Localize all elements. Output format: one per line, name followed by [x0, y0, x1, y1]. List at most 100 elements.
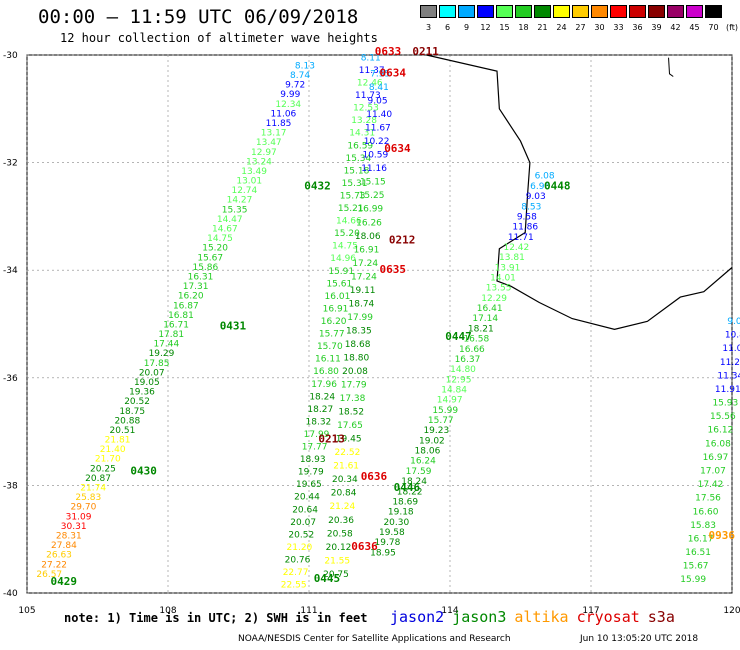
- swh-value: 8.13: [295, 61, 315, 71]
- legend-swatch-label: 27: [575, 23, 586, 32]
- swh-value: 7.95: [370, 70, 390, 80]
- swh-value: 13.28: [351, 116, 377, 126]
- swh-value: 15.73: [340, 191, 366, 201]
- swh-value: 18.06: [415, 447, 441, 457]
- legend-swatch: [648, 5, 665, 18]
- lon-tick-label: 111: [300, 606, 317, 616]
- swh-value: 16.91: [323, 304, 349, 314]
- swh-value: 17.56: [695, 494, 721, 504]
- swh-value: 17.42: [698, 480, 724, 490]
- swh-value: 15.93: [712, 399, 738, 409]
- swh-value: 14.27: [227, 196, 253, 206]
- swh-value: 19.36: [129, 388, 155, 398]
- pass-time-label: 0432: [304, 180, 331, 193]
- swh-value: 15.15: [360, 178, 386, 188]
- swh-value: 14.96: [330, 254, 356, 264]
- swh-value: 15.56: [710, 412, 736, 422]
- pass-time-label: 0936: [709, 529, 736, 542]
- swh-value: 18.95: [370, 548, 396, 558]
- legend-swatch: [534, 5, 551, 18]
- swh-value: 22.77: [283, 568, 309, 578]
- legend-unit: (ft): [725, 23, 739, 32]
- lat-tick-label: -38: [3, 481, 18, 491]
- swh-value: 20.12: [326, 543, 352, 553]
- swh-value: 9.99: [280, 90, 300, 100]
- swh-value: 20.52: [124, 397, 150, 407]
- legend-swatch: [572, 5, 589, 18]
- swh-value: 15.83: [690, 521, 716, 531]
- swh-value: 11.71: [508, 233, 534, 243]
- swh-value: 11.24: [720, 358, 740, 368]
- note-text: note: 1) Time is in UTC; 2) SWH is in fe…: [64, 611, 368, 625]
- swh-value: 18.52: [338, 408, 364, 418]
- swh-value: 12.95: [446, 375, 472, 385]
- pass-time-label: 0636: [361, 470, 388, 483]
- page-subtitle: 12 hour collection of altimeter wave hei…: [60, 31, 378, 45]
- map-frame: [26, 54, 733, 594]
- legend-swatch: [553, 5, 570, 18]
- swh-value: 19.58: [379, 528, 405, 538]
- swh-value: 14.97: [437, 396, 463, 406]
- swh-value: 20.34: [332, 475, 358, 485]
- swh-value: 20.58: [327, 529, 353, 539]
- swh-value: 21.40: [100, 445, 126, 455]
- satellite-name: s3a: [647, 608, 675, 626]
- legend-swatch-label: 12: [480, 23, 491, 32]
- swh-value: 20.75: [323, 570, 349, 580]
- pass-time-label: 0634: [384, 142, 411, 155]
- lat-tick-label: -32: [3, 159, 18, 169]
- legend-swatch: [477, 5, 494, 18]
- swh-value: 20.52: [288, 530, 314, 540]
- swh-value: 16.81: [168, 311, 194, 321]
- legend-swatch-label: 9: [463, 23, 470, 32]
- swh-value: 18.24: [309, 392, 335, 402]
- satellite-legend: jason2 jason3 altika cryosat s3a: [390, 608, 683, 626]
- swh-value: 19.29: [149, 349, 175, 359]
- swh-value: 18.75: [119, 407, 145, 417]
- pass-time-label: 0213: [318, 432, 345, 445]
- swh-value: 16.37: [455, 355, 481, 365]
- swh-value: 16.99: [357, 205, 383, 215]
- swh-value: 11.67: [365, 124, 391, 134]
- satellite-name: altika: [514, 608, 569, 626]
- swh-value: 15.67: [197, 253, 223, 263]
- swh-value: 18.68: [345, 340, 371, 350]
- swh-value: 14.80: [450, 365, 476, 375]
- swh-value: 26.57: [36, 570, 62, 580]
- satellite-name: cryosat: [576, 608, 640, 626]
- swh-value: 17.79: [341, 381, 367, 391]
- swh-value: 16.66: [459, 345, 485, 355]
- swh-value: 14.66: [336, 217, 362, 227]
- swh-value: 8.74: [290, 71, 310, 81]
- swh-value: 16.87: [173, 301, 199, 311]
- swh-value: 21.70: [95, 455, 121, 465]
- page-title: 00:00 — 11:59 UTC 06/09/2018: [38, 6, 359, 28]
- swh-value: 14.84: [441, 385, 467, 395]
- swh-value: 21.20: [287, 543, 313, 553]
- swh-value: 15.34: [345, 154, 371, 164]
- lon-tick-label: 117: [582, 606, 599, 616]
- swh-value: 19.23: [423, 426, 449, 436]
- swh-value: 18.24: [401, 477, 427, 487]
- swh-value: 17.38: [340, 394, 366, 404]
- swh-value: 21.61: [333, 462, 359, 472]
- swh-value: 17.44: [153, 340, 179, 350]
- swh-value: 16.01: [325, 292, 351, 302]
- legend-swatch: [629, 5, 646, 18]
- swh-value: 20.87: [85, 474, 111, 484]
- swh-value: 28.31: [56, 531, 82, 541]
- swh-value: 19.78: [375, 538, 401, 548]
- lat-tick-label: -34: [3, 266, 18, 276]
- swh-value: 15.99: [680, 575, 706, 585]
- swh-value: 14.75: [332, 242, 358, 252]
- swh-value: 18.35: [346, 326, 372, 336]
- swh-value: 14.31: [349, 129, 375, 139]
- swh-value: 17.31: [183, 282, 209, 292]
- swh-value: 14.75: [207, 234, 233, 244]
- swh-value: 11.91: [715, 385, 740, 395]
- swh-value: 20.76: [285, 556, 311, 566]
- swh-value: 17.59: [406, 467, 432, 477]
- swh-value: 17.96: [311, 380, 337, 390]
- pass-time-label: 0448: [544, 180, 571, 193]
- swh-value: 27.84: [51, 541, 77, 551]
